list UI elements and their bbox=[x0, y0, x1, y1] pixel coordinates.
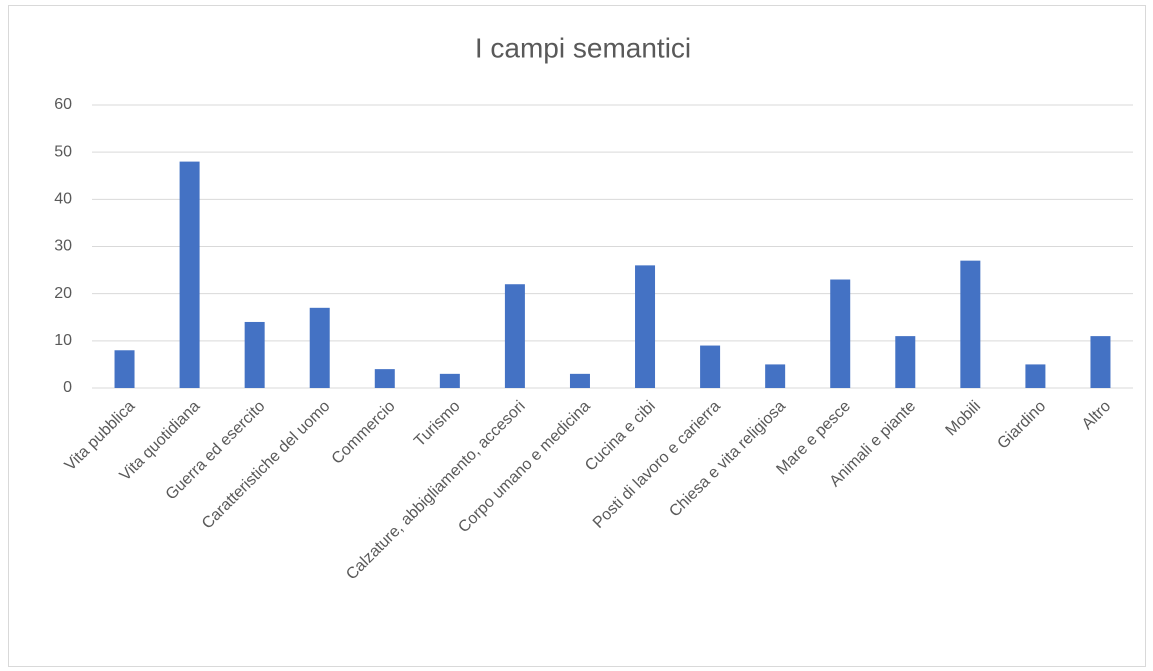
bar bbox=[895, 336, 916, 388]
bar bbox=[830, 279, 851, 388]
y-tick-label: 60 bbox=[54, 96, 72, 113]
bar bbox=[309, 307, 330, 388]
y-tick-label: 30 bbox=[54, 238, 72, 255]
y-tick-label: 10 bbox=[54, 332, 72, 349]
y-tick-label: 0 bbox=[63, 379, 72, 396]
chart-title: I campi semantici bbox=[475, 32, 691, 63]
bar bbox=[1025, 364, 1046, 388]
bar bbox=[960, 260, 981, 388]
bar bbox=[374, 369, 395, 388]
bar bbox=[179, 161, 200, 388]
bar bbox=[439, 373, 460, 388]
y-tick-label: 20 bbox=[54, 285, 72, 302]
y-tick-label: 50 bbox=[54, 143, 72, 160]
bar bbox=[569, 373, 590, 388]
bar bbox=[700, 345, 721, 388]
bar bbox=[504, 284, 525, 388]
bar bbox=[765, 364, 786, 388]
bar bbox=[244, 321, 265, 388]
bar bbox=[1090, 336, 1111, 388]
y-tick-label: 40 bbox=[54, 191, 72, 208]
bar bbox=[114, 350, 135, 388]
bar bbox=[635, 265, 656, 388]
